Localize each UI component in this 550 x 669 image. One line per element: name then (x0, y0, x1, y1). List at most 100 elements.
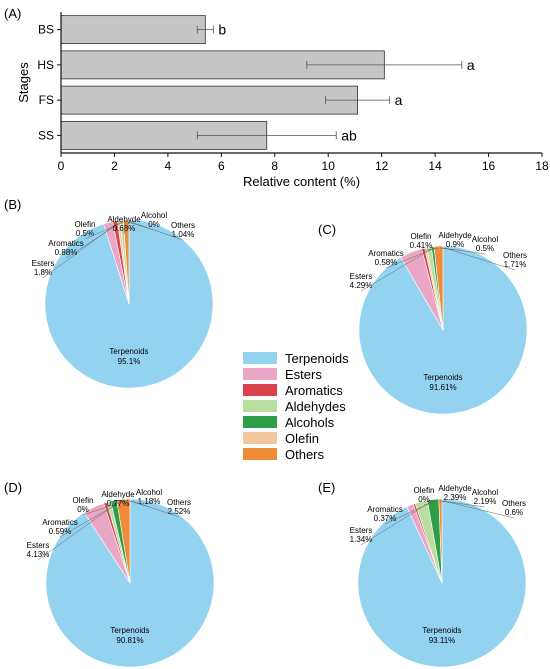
slice-value-alcohol: 1.18% (138, 497, 161, 506)
legend-swatch-aromatics (243, 384, 277, 396)
slice-label-olefin: Olefin (411, 232, 432, 241)
slice-label-others: Others (502, 499, 526, 508)
slice-label-aromatics: Aromatics (42, 518, 78, 527)
slice-value-alcohol: 0.5% (476, 244, 494, 253)
slice-label-aldehyde: Aldehyde (107, 215, 141, 224)
bar-fs (60, 85, 359, 115)
slice-value-aldehyde: 2.39% (444, 493, 467, 502)
slice-value-aromatics: 0.59% (49, 527, 72, 536)
x-tick-label-10: 10 (322, 159, 336, 173)
y-tick-label-ss: SS (38, 128, 54, 142)
slice-label-alcohol: Alcohol (472, 488, 498, 497)
leader-line-others (443, 500, 515, 519)
slice-label-esters: Esters (350, 526, 373, 535)
slice-value-aldehyde: 0.68% (113, 224, 136, 233)
pie-chart--d: (D)Terpenoids90.81%Esters4.13%Aromatics0… (4, 480, 215, 668)
leader-line-others (444, 247, 516, 271)
legend-label-esters: Esters (285, 367, 322, 382)
leader-line-aromatics (385, 247, 436, 269)
slice-label-alcohol: Alcohol (136, 488, 162, 497)
slice-label-terpenoids: Terpenoids (423, 373, 462, 382)
panel-label--d: (D) (4, 480, 22, 495)
slice-value-alcohol: 2.19% (474, 497, 497, 506)
legend-label-alcohols: Alcohols (285, 415, 335, 430)
legend-label-olefin: Olefin (285, 431, 319, 446)
significance-bs: b (218, 22, 226, 38)
slice-value-aromatics: 0.88% (55, 248, 78, 257)
slice-value-olefin: 0.5% (76, 229, 94, 238)
x-tick-label-14: 14 (428, 159, 442, 173)
slice-label-alcohol: Alcohol (472, 235, 498, 244)
x-tick-label-6: 6 (218, 159, 225, 173)
slice-others (433, 245, 444, 331)
slice-value-olefin: 0% (418, 495, 430, 504)
bar-chart-panel-a: (A) b BS a HS a FS ab SS 0 2 4 6 8 10 12 14 16 18 Relative … (4, 6, 549, 189)
slice-others (116, 498, 131, 584)
significance-ss: ab (341, 127, 357, 143)
slice-value-aldehyde: 0.77% (107, 499, 130, 508)
slice-value-terpenoids: 93.11% (429, 636, 456, 645)
slice-label-terpenoids: Terpenoids (109, 347, 148, 356)
legend-swatch-olefin (243, 432, 277, 444)
slice-value-esters: 4.13% (27, 550, 50, 559)
x-tick-label-8: 8 (271, 159, 278, 173)
pie-chart-panels: (B)Terpenoids95.1%Esters1.8%Aromatics0.8… (4, 197, 528, 668)
legend: TerpenoidsEstersAromaticsAldehydesAlcoho… (243, 351, 349, 462)
bar-bs (60, 15, 206, 45)
leader-line-aromatics (384, 500, 435, 525)
slice-value-olefin: 0% (77, 505, 89, 514)
slice-value-others: 2.52% (168, 507, 191, 516)
significance-hs: a (467, 57, 475, 73)
leader-line-esters (360, 247, 434, 292)
slice-label-olefin: Olefin (414, 486, 435, 495)
slice-value-terpenoids: 95.1% (118, 357, 141, 366)
slice-label-others: Others (171, 221, 195, 230)
leader-line-olefin (420, 247, 438, 252)
legend-label-aldehydes: Aldehydes (285, 399, 346, 414)
slice-label-aromatics: Aromatics (368, 249, 404, 258)
leader-line-aromatics (59, 500, 123, 538)
slice-label-terpenoids: Terpenoids (422, 626, 461, 635)
legend-swatch-esters (243, 368, 277, 380)
x-tick-label-12: 12 (375, 159, 389, 173)
slice-label-esters: Esters (350, 272, 373, 281)
slice-label-esters: Esters (27, 541, 50, 550)
slice-label-alcohol: Alcohol (141, 211, 167, 220)
slice-value-aromatics: 0.37% (374, 514, 397, 523)
legend-swatch-terpenoids (243, 352, 277, 364)
legend-label-terpenoids: Terpenoids (285, 351, 349, 366)
x-tick-label-18: 18 (535, 159, 549, 173)
slice-value-others: 1.04% (172, 230, 195, 239)
slice-others (438, 498, 443, 584)
slice-label-aromatics: Aromatics (48, 239, 84, 248)
slice-label-aromatics: Aromatics (367, 505, 403, 514)
slice-value-olefin: 0.41% (410, 241, 433, 250)
slice-label-olefin: Olefin (75, 220, 96, 229)
x-axis-label: Relative content (%) (243, 174, 360, 189)
panel-label--c: (C) (318, 222, 336, 237)
leader-line-others (131, 500, 180, 518)
leader-line-olefin (82, 500, 125, 516)
leader-line-aromatics (65, 221, 122, 259)
y-tick-label-fs: FS (39, 93, 54, 107)
slice-label-others: Others (167, 498, 191, 507)
legend-swatch-aldehydes (243, 400, 277, 412)
leader-line-aldehyde (123, 221, 127, 235)
leader-line-alcohol (442, 247, 486, 255)
y-axis-label: Stages (16, 62, 31, 103)
leader-line-esters (37, 500, 121, 561)
pie-chart--e: (E)Terpenoids93.11%Esters1.34%Aromatics0… (318, 480, 527, 668)
x-tick-label-16: 16 (482, 159, 496, 173)
x-tick-label-0: 0 (58, 159, 65, 173)
legend-label-aromatics: Aromatics (285, 383, 343, 398)
slice-others (123, 219, 130, 305)
slice-value-terpenoids: 90.81% (116, 636, 143, 645)
leader-line-esters (360, 500, 433, 546)
slice-value-aromatics: 0.58% (375, 258, 398, 267)
slice-value-others: 0.6% (505, 508, 523, 517)
slice-value-others: 1.71% (504, 260, 527, 269)
significance-fs: a (395, 92, 403, 108)
slice-label-aldehyde: Aldehyde (101, 490, 135, 499)
